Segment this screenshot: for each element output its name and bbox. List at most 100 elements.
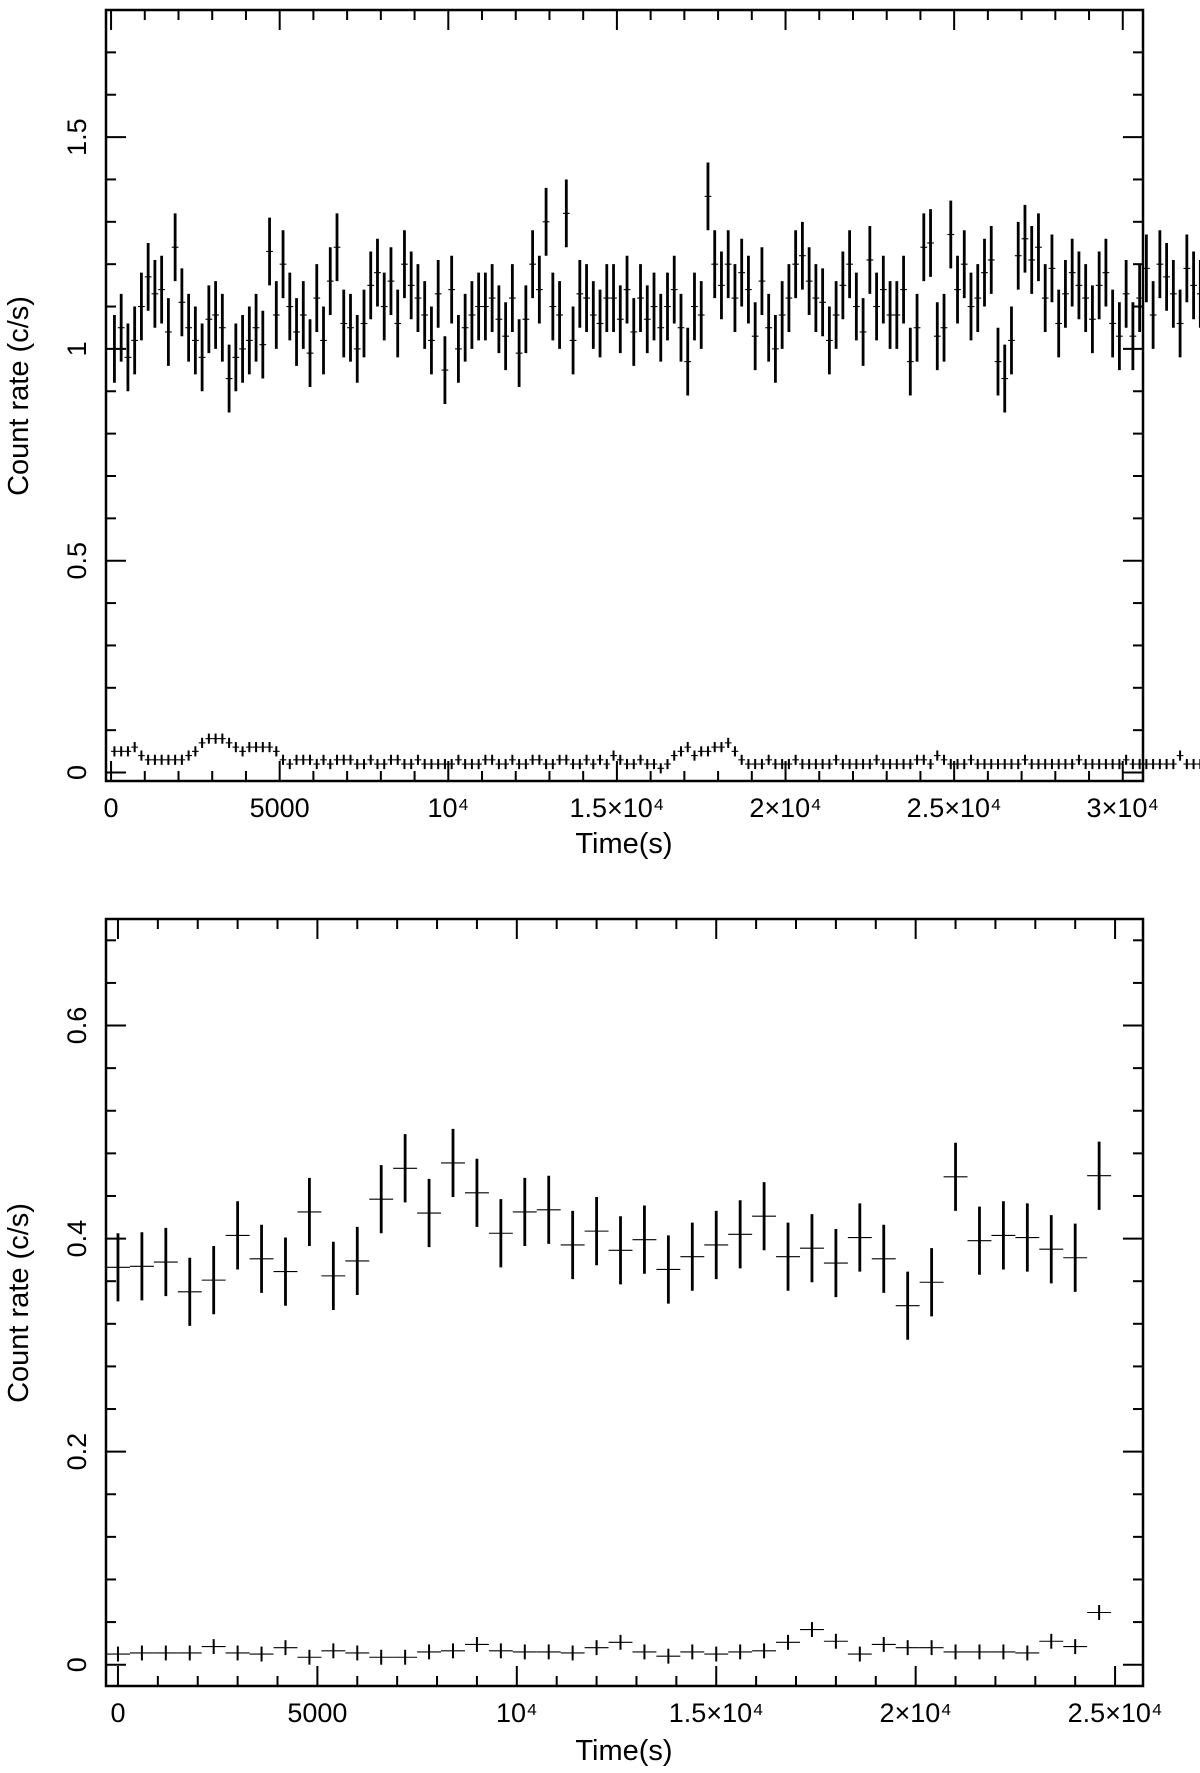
top-source-point — [792, 230, 800, 299]
top-y-tick-label: 0 — [62, 765, 92, 780]
bottom-source-point — [297, 1177, 322, 1247]
top-background-point — [738, 754, 746, 765]
top-y-tick-label: 0.5 — [62, 542, 92, 580]
top-background-point — [508, 754, 516, 765]
top-source-point — [778, 281, 786, 349]
top-background-point — [461, 758, 469, 770]
top-background-point — [650, 758, 658, 770]
top-source-point — [495, 285, 503, 354]
top-background-point — [441, 758, 449, 770]
top-background-point — [495, 758, 503, 770]
top-source-point — [448, 255, 456, 324]
top-background-point — [218, 733, 226, 744]
top-source-point — [805, 247, 813, 316]
bottom-background-point — [847, 1646, 872, 1662]
top-source-point — [225, 344, 233, 413]
top-source-point — [138, 272, 145, 341]
top-source-point — [421, 281, 429, 349]
bottom-background-point — [1015, 1645, 1040, 1661]
top-source-point — [286, 272, 294, 341]
top-background-point — [448, 758, 456, 770]
top-source-point — [414, 264, 422, 332]
top-source-point — [198, 323, 206, 392]
top-source-point — [360, 289, 368, 358]
bottom-background-point — [1039, 1633, 1064, 1649]
top-source-point — [1095, 251, 1103, 320]
bottom-source-point — [488, 1199, 513, 1268]
top-background-point — [825, 758, 833, 770]
top-y-tick-label: 1.5 — [62, 118, 92, 156]
bottom-source-point — [441, 1128, 465, 1198]
top-background-point — [1041, 758, 1049, 770]
top-background-point — [299, 754, 307, 765]
bottom-x-tick-label: 1.5×10⁴ — [669, 1698, 764, 1728]
top-background-point — [657, 763, 665, 774]
bottom-background-point — [560, 1645, 585, 1661]
top-source-point — [151, 259, 159, 328]
top-background-point — [670, 750, 678, 761]
top-background-point — [616, 754, 624, 765]
top-source-point — [475, 272, 483, 341]
top-background-point — [549, 758, 557, 770]
top-source-point — [765, 293, 773, 362]
bottom-source-point — [632, 1205, 657, 1274]
top-background-point — [933, 750, 941, 761]
top-background-point — [522, 758, 530, 770]
bottom-background-point — [536, 1644, 561, 1660]
top-background-point — [981, 758, 988, 770]
top-source-point — [596, 289, 604, 358]
top-source-point — [455, 315, 462, 383]
top-source-point — [482, 272, 489, 341]
top-background-point — [610, 750, 617, 761]
bottom-chart-marks — [106, 1128, 1112, 1665]
top-source-point — [1183, 234, 1191, 303]
top-background-point — [718, 742, 725, 753]
top-source-point — [407, 251, 415, 320]
top-background-point — [111, 746, 118, 757]
top-source-point — [657, 293, 665, 362]
bottom-y-tick-label: 0.2 — [62, 1433, 92, 1471]
top-background-point — [245, 742, 253, 753]
top-x-tick-label: 5000 — [250, 793, 310, 823]
top-source-point — [933, 302, 941, 371]
top-background-point — [724, 737, 732, 748]
top-source-point — [1075, 251, 1083, 320]
top-background-point — [178, 754, 186, 765]
top-y-tick-label: 1 — [62, 341, 92, 356]
top-background-point — [542, 758, 550, 770]
top-source-point — [556, 281, 563, 349]
bottom-source-point — [895, 1271, 920, 1340]
top-source-point — [879, 255, 887, 324]
top-source-point — [866, 226, 874, 294]
bottom-source-point — [680, 1222, 705, 1291]
top-background-point — [664, 758, 671, 770]
top-source-point — [1163, 242, 1170, 311]
top-background-point — [515, 758, 523, 770]
top-background-point — [745, 758, 752, 770]
top-background-point — [313, 758, 321, 770]
bottom-background-point — [1087, 1605, 1112, 1620]
top-source-point — [576, 259, 584, 328]
top-source-point — [859, 298, 867, 366]
top-source-point — [1048, 234, 1056, 303]
top-source-point — [1196, 259, 1200, 328]
top-source-point — [711, 230, 719, 299]
top-source-point — [124, 323, 132, 392]
top-background-point — [562, 754, 570, 765]
top-background-point — [212, 733, 219, 744]
top-source-point — [852, 272, 860, 341]
bottom-background-point — [273, 1640, 298, 1656]
bottom-background-point — [776, 1634, 800, 1650]
bottom-source-point — [823, 1228, 848, 1298]
top-source-point — [1008, 306, 1015, 375]
bottom-source-point — [799, 1214, 824, 1283]
top-background-point — [839, 758, 847, 770]
top-source-point — [380, 272, 388, 341]
top-source-point — [239, 315, 246, 383]
top-background-point — [1176, 750, 1184, 761]
top-background-point — [1109, 758, 1117, 770]
top-source-point — [603, 264, 611, 332]
bottom-background-point — [129, 1645, 154, 1661]
top-source-point — [610, 264, 617, 332]
